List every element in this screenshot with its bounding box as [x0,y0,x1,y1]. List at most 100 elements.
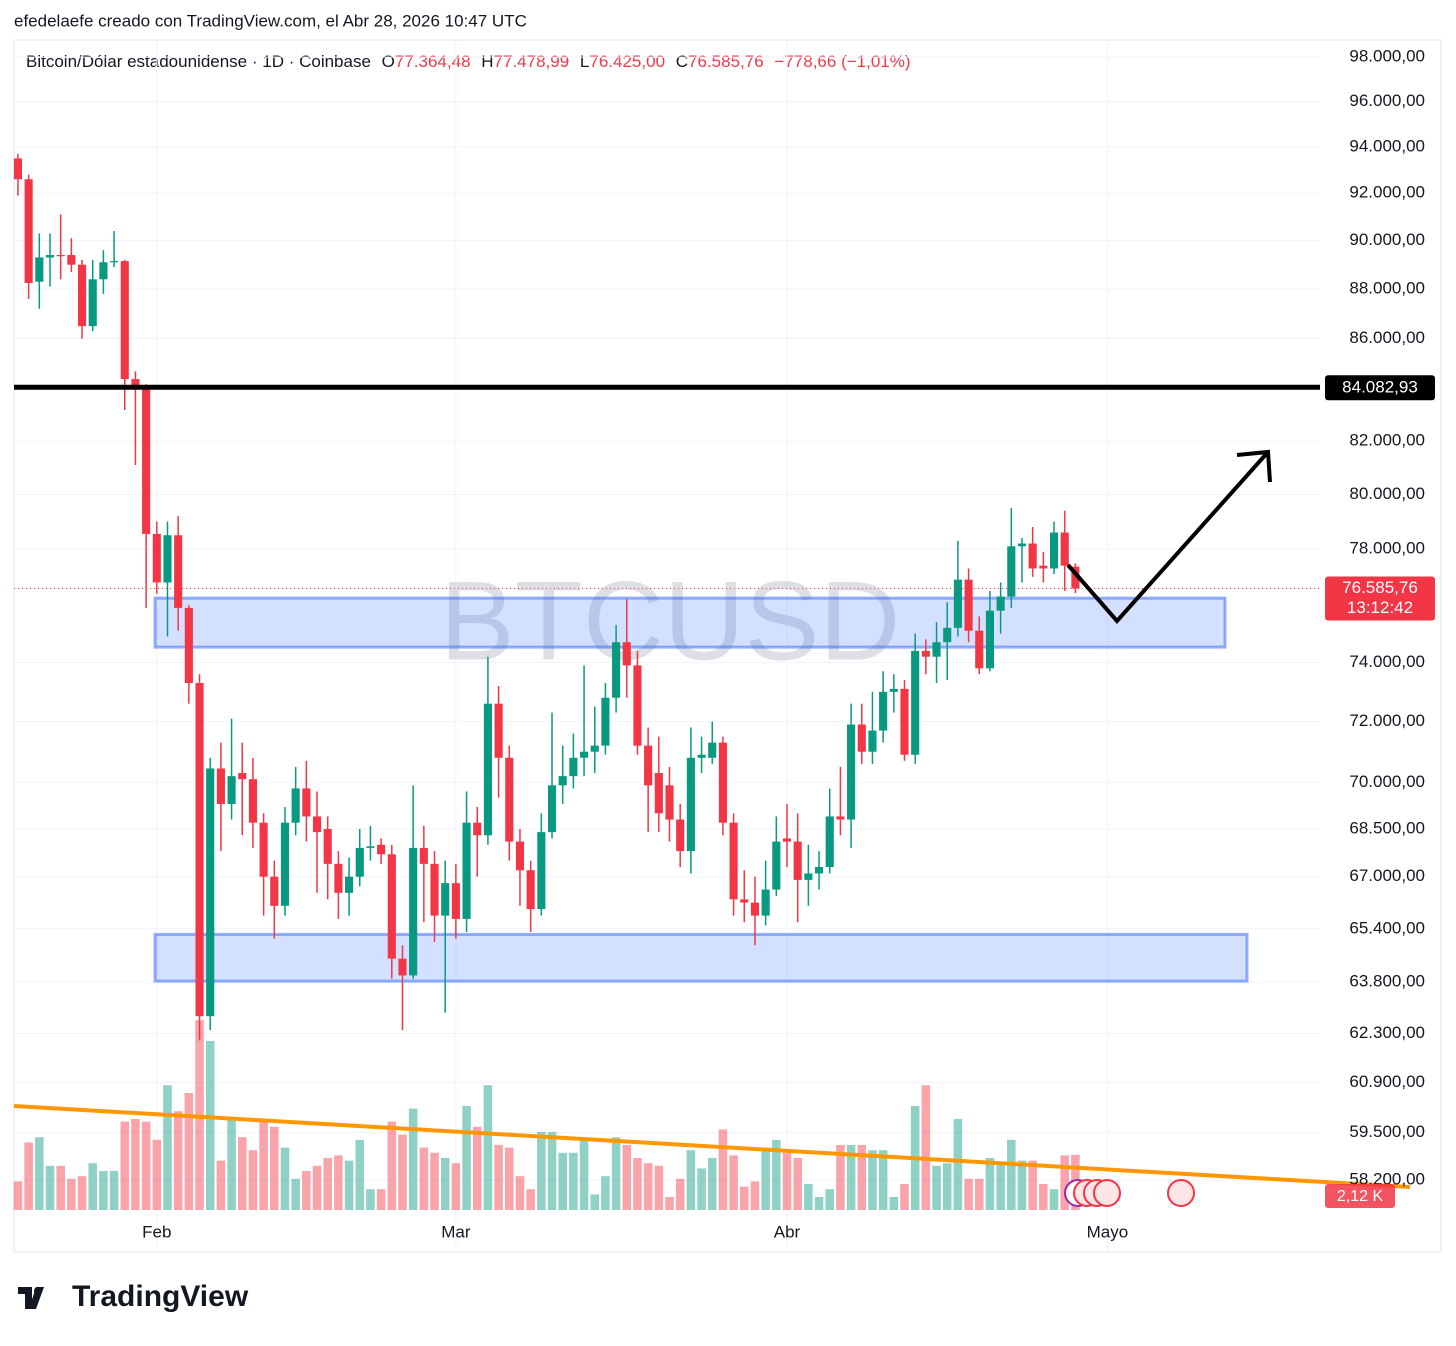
symbol: Bitcoin/Dólar estadounidense · 1D · Coin… [26,52,371,71]
candle-body [825,816,834,868]
volume-bar [216,1160,226,1210]
candle-body [889,688,898,692]
volume-bar [24,1142,33,1210]
change: −778,66 (−1,01%) [774,52,910,71]
volume-bar [782,1152,792,1210]
y-tick-label: 80.000,00 [1349,484,1425,503]
open-value: 77.364,48 [395,52,471,71]
volume-bar [237,1137,247,1210]
volume-bar [1039,1184,1048,1210]
candle-body [419,847,428,864]
y-tick-label: 88.000,00 [1349,279,1425,298]
volume-bar [718,1129,728,1210]
y-tick-label: 82.000,00 [1349,431,1425,450]
candle-body [270,876,279,906]
candle-body [547,785,557,833]
trend-line [13,1104,1411,1189]
candle-body [740,899,749,903]
y-tick-label: 60.900,00 [1349,1072,1425,1091]
y-tick-label: 78.000,00 [1349,539,1425,558]
volume-bar [558,1152,567,1210]
candle-body [996,596,1005,611]
volume-bar [355,1139,365,1210]
volume-bar [633,1158,642,1210]
volume-bar [163,1085,172,1210]
candle-body [804,873,813,880]
y-tick-label: 96.000,00 [1349,91,1425,110]
volume-bar [697,1168,706,1210]
volume-bar [793,1158,802,1210]
volume-label-box [1325,1184,1395,1208]
candle-body [847,724,856,820]
candle-body [227,776,236,804]
volume-bar [184,1093,194,1210]
candle-body [708,742,717,758]
candle-body [430,863,439,916]
volume-bar [547,1132,557,1210]
candle-body [45,255,55,258]
volume-bar [291,1178,300,1210]
candle-body [163,535,172,583]
volume-bar [35,1137,44,1210]
candle-body [1071,566,1080,589]
volume-bar [13,1181,23,1210]
candle-body [323,828,332,864]
volume-bar [643,1163,653,1210]
candle-body [441,883,450,916]
candle-body [975,630,984,669]
event-icon [1167,1179,1195,1207]
y-tick-label: 94.000,00 [1349,136,1425,155]
high-value: 77.478,99 [494,52,570,71]
candle-body [377,844,386,855]
candle-body [35,257,44,282]
candle-body [900,688,909,755]
candle-body [772,841,781,890]
candle-body [985,610,995,669]
candle-body [1028,543,1037,569]
candle-body [782,838,792,842]
candle-body [644,745,653,786]
open-label: O [382,52,395,71]
candle-body [676,819,685,852]
last-price-box [1325,576,1435,621]
candle-body [537,832,546,910]
y-tick-label: 58.200,00 [1349,1170,1425,1189]
event-icons [1064,1179,1195,1207]
y-tick-label: 86.000,00 [1349,328,1425,347]
volume-bar [857,1145,867,1210]
candle-body [729,822,738,900]
y-tick-label: 74.000,00 [1349,652,1425,671]
price-label-box [1325,375,1435,401]
volume-bar [280,1147,290,1210]
zone [153,932,1249,983]
volume-bar [408,1108,418,1210]
candle-body [761,889,770,916]
volume-bar [494,1145,503,1210]
candle-body [67,255,76,265]
volume-bar [483,1085,493,1210]
candle-body [921,650,930,657]
volume-bar [707,1158,717,1210]
event-icon [1093,1179,1121,1207]
candle-body [398,958,407,976]
volume-bar [579,1139,589,1210]
volume-bar [772,1139,781,1210]
volume-bar [1028,1160,1037,1210]
candle-body [1017,543,1027,547]
volume-bar [932,1165,941,1210]
candle-body [195,682,204,1017]
candle-body [622,642,631,666]
candle-body [697,754,706,758]
volume-bar [120,1121,130,1210]
volume-bar [505,1147,514,1210]
candle-body [879,691,888,731]
candle-body [184,607,193,683]
volume-bar [472,1126,482,1210]
candle-body [1039,565,1048,569]
volume-bar [398,1134,407,1210]
legend: Bitcoin/Dólar estadounidense · 1D · Coin… [26,52,911,71]
plot: BTCUSD [13,40,1320,1252]
volume-bar [964,1178,973,1210]
candle-body [248,779,257,823]
y-tick-label: 59.500,00 [1349,1122,1425,1141]
